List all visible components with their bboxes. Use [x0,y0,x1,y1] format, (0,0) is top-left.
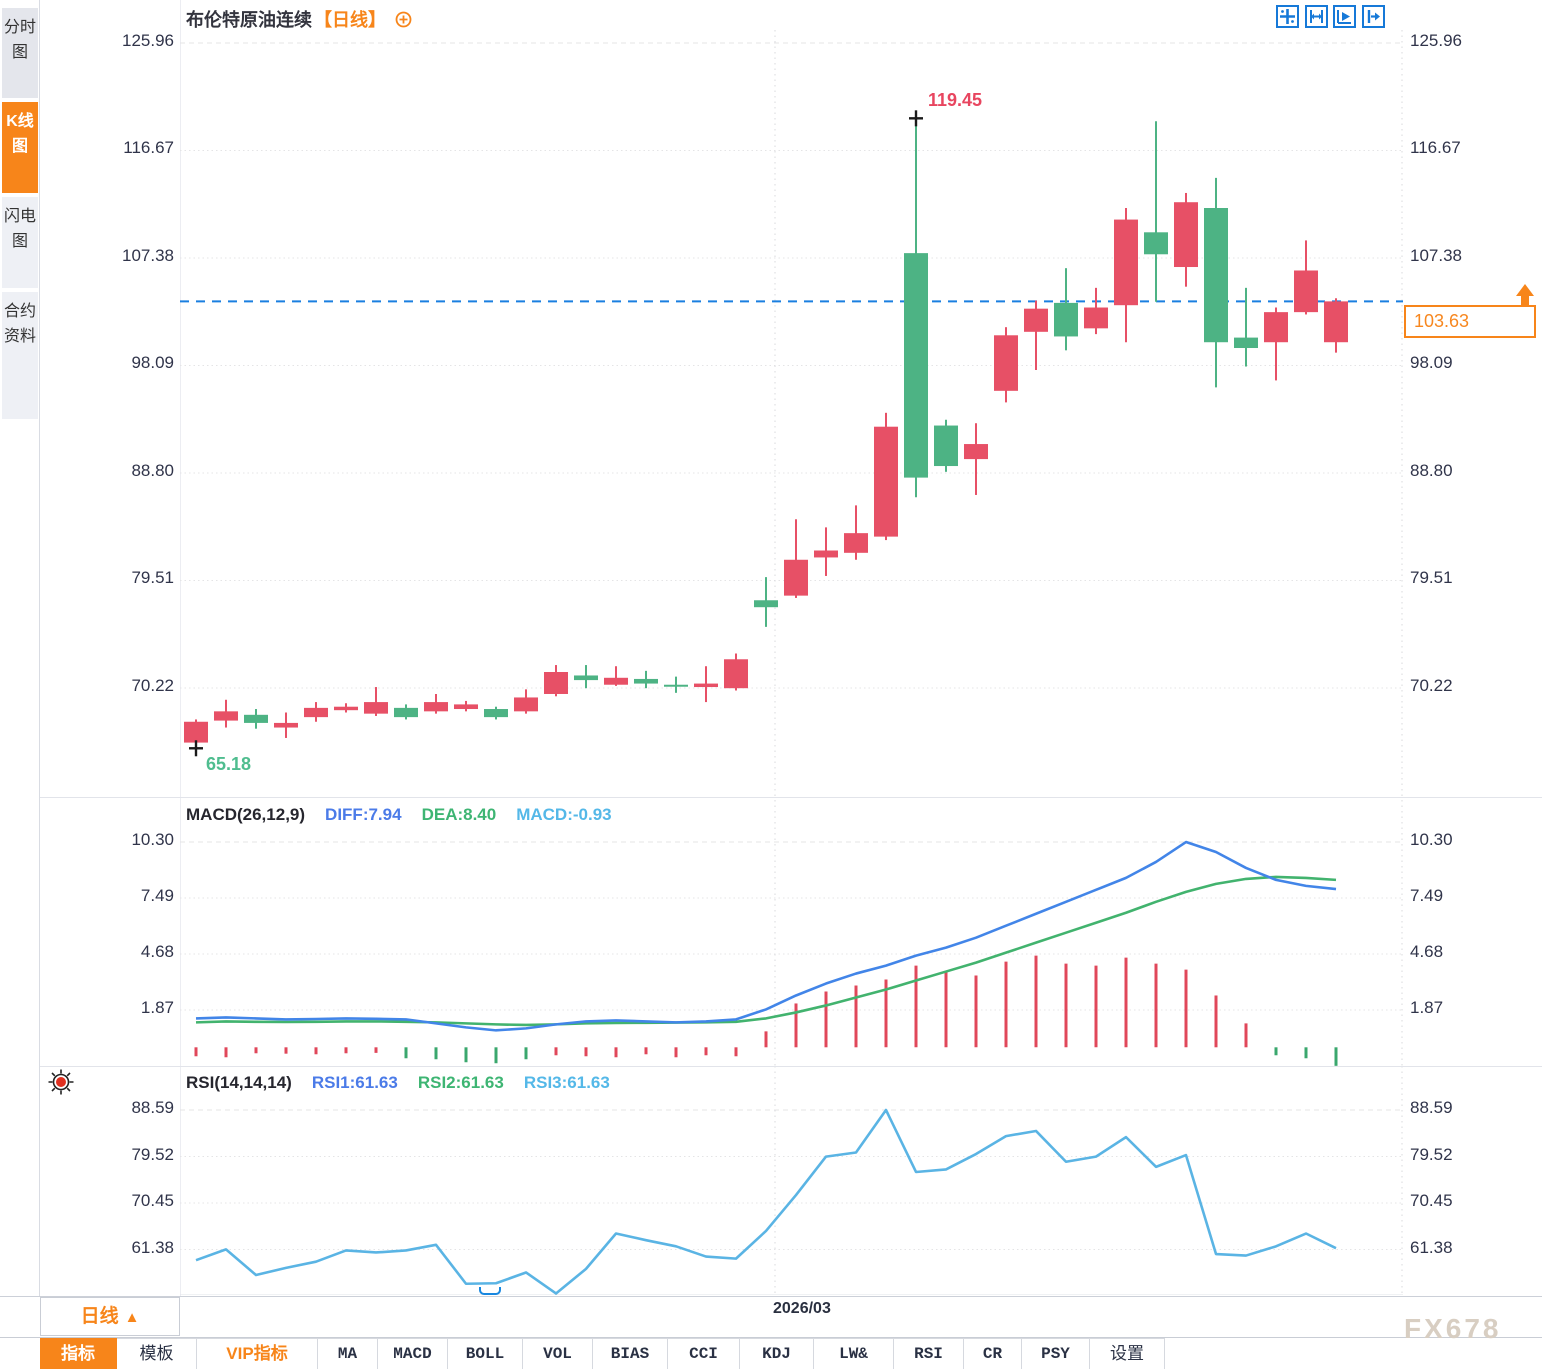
sidebar-tab-time-chart[interactable]: 分时图 [2,8,38,98]
macd-chart-canvas[interactable] [180,800,1403,1066]
panel-divider-rsi-bottom [0,1296,1542,1297]
toolbar-item-CCI[interactable]: CCI [668,1338,740,1369]
play-to-line-icon[interactable] [1333,5,1356,28]
triangle-up-icon: ▲ [124,1309,140,1326]
macd-axis-label-right: 7.49 [1410,886,1444,906]
last-price-box: 103.63 [1404,305,1536,338]
sidebar-tab-kline-chart[interactable]: K线图 [2,102,38,193]
rsi-header: RSI(14,14,14) RSI1:61.63 RSI2:61.63 RSI3… [186,1073,610,1093]
macd-axis-label-right: 10.30 [1410,830,1453,850]
macd-axis-label-left: 4.68 [140,942,174,962]
macd-axis-label-right: 1.87 [1410,998,1444,1018]
rsi2-value: RSI2:61.63 [417,1073,504,1092]
rsi-axis-label-right: 70.45 [1410,1191,1453,1210]
marked-high-label: 119.45 [928,90,983,110]
price-axis-label-left: 88.80 [131,460,174,480]
macd-dea-value: DEA:8.40 [421,805,497,824]
marked-low-label: 65.18 [206,754,252,774]
toolbar-item-LW[interactable]: LW& [814,1338,894,1369]
period-tag: 【日线】 [314,10,386,30]
price-axis-label-right: 88.80 [1410,460,1453,480]
rsi-axis-label-left: 70.45 [131,1191,174,1210]
toolbar-item-tab0[interactable]: 指标 [40,1338,117,1369]
rsi1-value: RSI1:61.63 [311,1073,398,1092]
sidebar-tab-contract-info[interactable]: 合约资料 [2,292,38,419]
rsi-axis-label-right: 88.59 [1410,1098,1453,1117]
rsi-axis-label-right: 79.52 [1410,1144,1453,1164]
price-axis-label-left: 125.96 [122,31,174,50]
rsi-axis-label-left: 79.52 [131,1144,174,1164]
orange-up-arrow-icon [1516,284,1534,305]
panel-divider-main-macd [40,797,1542,798]
toolbar-item-BOLL[interactable]: BOLL [448,1338,523,1369]
macd-axis-label-left: 1.87 [140,998,174,1018]
price-axis-label-left: 107.38 [122,245,174,265]
last-price-value: 103.63 [1414,311,1470,331]
sun-indicator-icon[interactable] [46,1067,76,1097]
rsi-chart-canvas[interactable] [180,1066,1403,1295]
rsi-axis-label-right: 61.38 [1410,1237,1453,1257]
jump-to-latest-icon[interactable] [1362,5,1385,28]
rsi-axis-label-left: 61.38 [131,1237,174,1257]
macd-axis-label-left: 7.49 [140,886,174,906]
toolbar-item-MACD[interactable]: MACD [378,1338,448,1369]
toolbar-item-MA[interactable]: MA [318,1338,378,1369]
panel-resize-handle-icon[interactable] [478,1287,502,1297]
toolbar-item-tab14[interactable]: 设置 [1090,1338,1165,1369]
sidebar-divider [39,0,40,1296]
candlestick-chart-canvas[interactable] [180,30,1403,800]
price-axis-label-left: 98.09 [131,353,174,373]
circle-plus-icon[interactable] [395,11,412,28]
price-axis-label-left: 116.67 [123,138,174,158]
axis-fit-icon[interactable] [1305,5,1328,28]
macd-macd-value: MACD:-0.93 [516,805,612,824]
toolbar-item-tab1[interactable]: 模板 [117,1338,197,1369]
x-axis-date-label: 2026/03 [773,1300,831,1317]
symbol-name: 布伦特原油连续 [186,10,312,30]
price-axis-label-right: 125.96 [1410,31,1462,50]
chart-title: 布伦特原油连续 【日线】 [186,6,412,32]
price-axis-label-right: 116.67 [1410,138,1461,158]
toolbar-item-CR[interactable]: CR [964,1338,1022,1369]
price-axis-label-right: 79.51 [1410,568,1453,588]
toolbar-item-RSI[interactable]: RSI [894,1338,964,1369]
price-axis-label-left: 79.51 [131,568,174,588]
panel-divider-macd-rsi [40,1066,1542,1067]
price-axis-label-left: 70.22 [131,675,174,695]
toolbar-item-PSY[interactable]: PSY [1022,1338,1090,1369]
crosshair-move-icon[interactable] [1276,5,1299,28]
toolbar-item-KDJ[interactable]: KDJ [740,1338,814,1369]
toolbar-item-BIAS[interactable]: BIAS [593,1338,668,1369]
macd-diff-value: DIFF:7.94 [325,805,402,824]
macd-title: MACD(26,12,9) [186,805,306,824]
toolbar-item-VIP[interactable]: VIP指标 [197,1338,318,1369]
axis-gutter-divider [180,0,181,1296]
rsi-axis-label-left: 88.59 [131,1098,174,1117]
macd-axis-label-left: 10.30 [131,830,174,850]
sidebar-tab-flash-chart[interactable]: 闪电图 [2,197,38,288]
macd-header: MACD(26,12,9) DIFF:7.94 DEA:8.40 MACD:-0… [186,805,612,825]
price-axis-label-right: 98.09 [1410,353,1453,373]
period-selector-label: 日线 [80,1306,119,1327]
price-axis-label-right: 107.38 [1410,245,1462,265]
toolbar-item-VOL[interactable]: VOL [523,1338,593,1369]
price-axis-label-right: 70.22 [1410,675,1453,695]
macd-axis-label-right: 4.68 [1410,942,1444,962]
rsi3-value: RSI3:61.63 [523,1073,610,1092]
rsi-title: RSI(14,14,14) [186,1073,292,1092]
indicator-toolbar: 指标 模板 VIP指标 MA MACD BOLL VOL BIAS CCI KDJ LW& RSI CR… [0,1337,1542,1369]
period-selector-button[interactable]: 日线 ▲ [40,1297,180,1336]
watermark: FX678 [1404,1313,1502,1344]
